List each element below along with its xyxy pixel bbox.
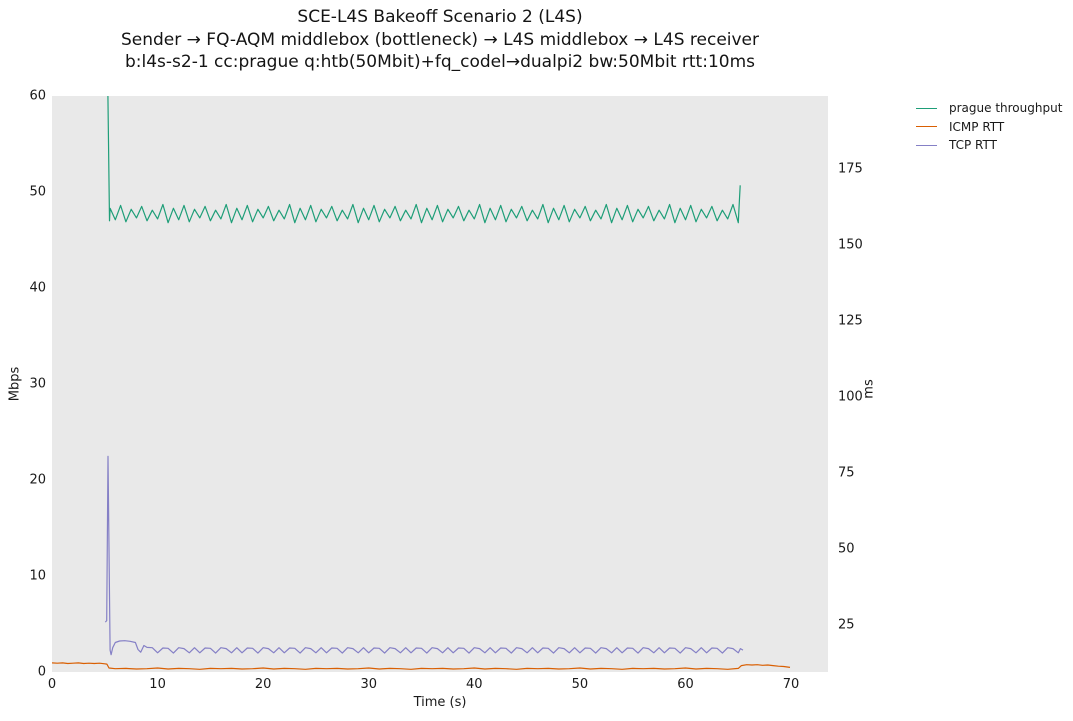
- x-tick-40: 40: [466, 677, 483, 692]
- y-tick-left-60: 60: [29, 88, 46, 104]
- left-axis-label: Mbps: [7, 366, 23, 402]
- y-tick-right-150: 150: [838, 237, 863, 253]
- legend: prague throughput ICMP RTT TCP RTT: [916, 99, 1062, 155]
- plot-area: [52, 96, 828, 672]
- chart-subtitle-topology: Sender → FQ-AQM middlebox (bottleneck) →…: [120, 29, 760, 50]
- y-tick-right-125: 125: [838, 313, 863, 329]
- y-tick-left-50: 50: [29, 184, 46, 200]
- x-tick-60: 60: [677, 677, 694, 692]
- legend-label: prague throughput: [949, 101, 1063, 116]
- legend-item-prague-throughput: prague throughput: [916, 99, 1062, 118]
- series-line-prague-throughput: [107, 96, 741, 224]
- y-tick-left-0: 0: [37, 664, 46, 680]
- legend-line-sample-icon: [916, 144, 937, 146]
- x-tick-0: 0: [47, 677, 57, 692]
- legend-label: ICMP RTT: [949, 119, 1005, 134]
- chart-title: SCE-L4S Bakeoff Scenario 2 (L4S): [297, 7, 583, 27]
- legend-item-icmp-rtt: ICMP RTT: [916, 118, 1062, 137]
- legend-line-sample-icon: [916, 107, 937, 109]
- y-tick-left-20: 20: [29, 472, 46, 488]
- y-tick-left-10: 10: [29, 568, 46, 584]
- y-tick-left-40: 40: [29, 280, 46, 296]
- y-tick-right-100: 100: [838, 389, 863, 405]
- y-tick-left-30: 30: [29, 376, 46, 392]
- x-tick-20: 20: [254, 677, 272, 692]
- x-axis-label: Time (s): [413, 695, 467, 710]
- chart-title-block: SCE-L4S Bakeoff Scenario 2 (L4S) Sender …: [0, 6, 880, 74]
- chart-subtitle-params: b:l4s-s2-1 cc:prague q:htb(50Mbit)+fq_co…: [124, 52, 755, 72]
- legend-label: TCP RTT: [949, 138, 997, 153]
- legend-item-tcp-rtt: TCP RTT: [916, 136, 1062, 155]
- series-line-icmp-rtt: [52, 662, 791, 670]
- y-tick-right-75: 75: [838, 465, 855, 481]
- legend-line-sample-icon: [916, 126, 937, 128]
- x-tick-50: 50: [571, 677, 589, 692]
- right-axis-label: ms: [861, 379, 877, 399]
- x-tick-30: 30: [360, 677, 378, 692]
- y-tick-right-175: 175: [838, 161, 863, 177]
- y-tick-right-50: 50: [838, 541, 855, 557]
- series-line-tcp-rtt: [104, 455, 744, 656]
- y-tick-right-25: 25: [838, 617, 855, 633]
- x-tick-70: 70: [782, 677, 800, 692]
- x-tick-10: 10: [149, 677, 166, 692]
